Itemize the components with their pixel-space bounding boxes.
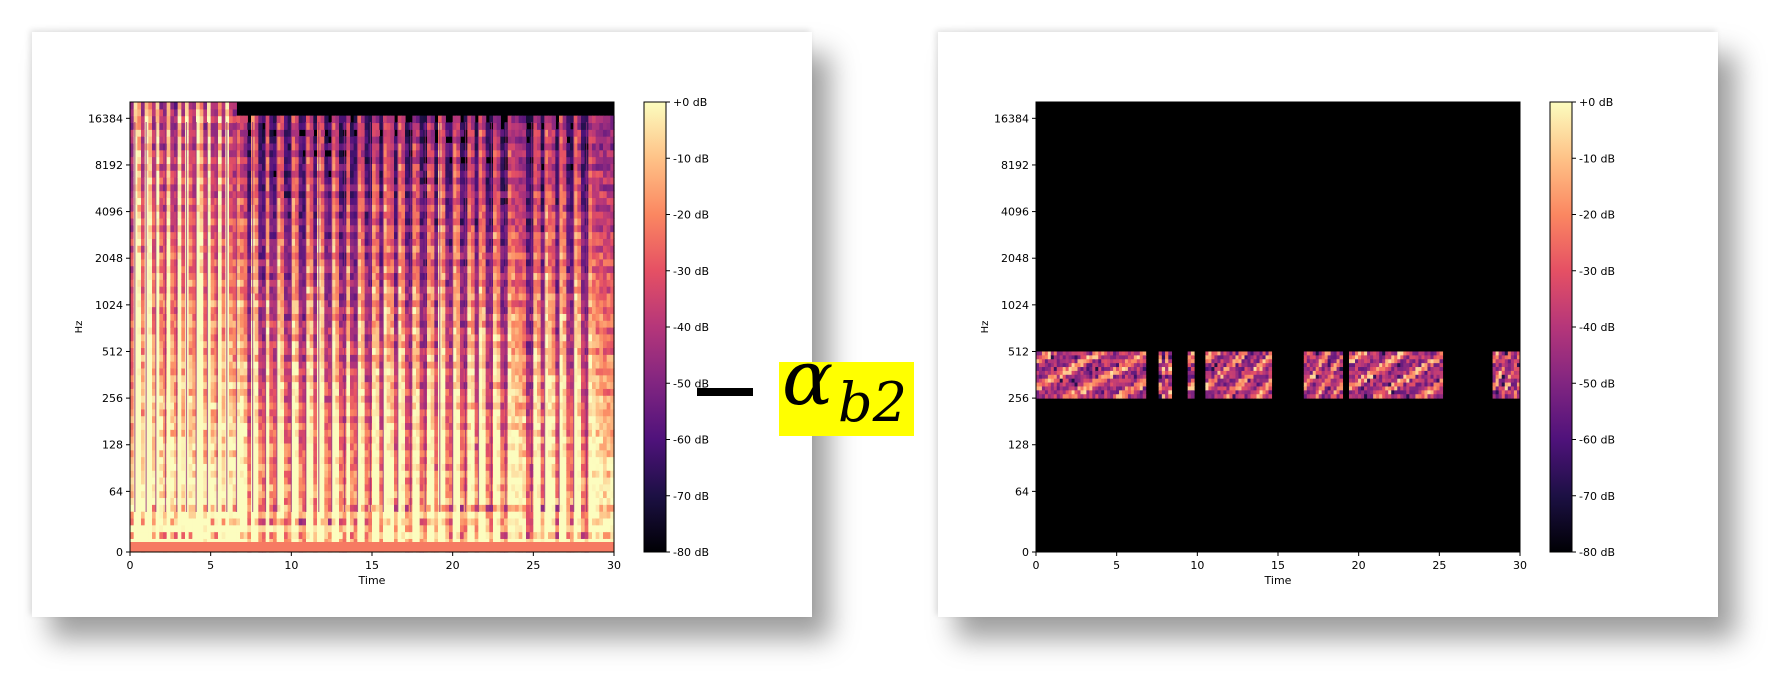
y-tick-label: 1024 [95, 299, 123, 312]
x-tick-label: 10 [1190, 559, 1204, 572]
x-tick-label: 30 [1513, 559, 1527, 572]
x-tick-label: 15 [365, 559, 379, 572]
colorbar-tick-label: -70 dB [673, 490, 709, 503]
alpha-highlight [779, 362, 914, 436]
colorbar-tick-label: -40 dB [673, 321, 709, 334]
colorbar-tick-label: -20 dB [673, 209, 709, 222]
y-tick-label: 4096 [95, 206, 123, 219]
spectrogram-panel-left: 0 64 128 256 512 1024 2048 4096 8192 16384 0 5 10 15 2… [32, 32, 812, 617]
colorbar-tick-label: +0 dB [1579, 96, 1613, 109]
colorbar-tick-label: -30 dB [673, 265, 709, 278]
x-tick-label: 25 [526, 559, 540, 572]
spectrogram-image [130, 102, 615, 553]
x-tick-label: 30 [607, 559, 621, 572]
colorbar-tick-label: -70 dB [1579, 490, 1615, 503]
y-tick-label: 4096 [1001, 206, 1029, 219]
colorbar-tick-label: -10 dB [1579, 152, 1615, 165]
alpha-subscript: b2 [838, 371, 907, 434]
x-tick-label: 0 [1033, 559, 1040, 572]
colorbar-tick-label: -50 dB [673, 377, 709, 390]
y-tick-label: 2048 [95, 252, 123, 265]
x-tick-label: 5 [1113, 559, 1120, 572]
x-tick-label: 20 [446, 559, 460, 572]
y-tick-label: 256 [1008, 392, 1029, 405]
y-tick-label: 1024 [1001, 299, 1029, 312]
plot-frame [129, 101, 615, 553]
x-tick-label: 5 [207, 559, 214, 572]
y-tick-label: 128 [1008, 439, 1029, 452]
spectrogram-chart-left: 0 64 128 256 512 1024 2048 4096 8192 16384 0 5 10 15 2… [74, 96, 709, 587]
x-tick-label: 25 [1432, 559, 1446, 572]
y-tick-label: 8192 [1001, 159, 1029, 172]
y-tick-label: 64 [109, 485, 123, 498]
y-tick-label: 512 [102, 345, 123, 358]
y-tick-label: 64 [1015, 485, 1029, 498]
y-axis-label: Hz [74, 321, 85, 334]
spectrogram-panel-right: 0 64 128 256 512 1024 2048 4096 8192 16384 0 5 10 15 2… [938, 32, 1718, 617]
x-tick-label: 0 [127, 559, 134, 572]
x-tick-label: 15 [1271, 559, 1285, 572]
colorbar [1549, 101, 1573, 553]
y-tick-label: 8192 [95, 159, 123, 172]
colorbar-tick-label: -80 dB [673, 546, 709, 559]
y-tick-label: 256 [102, 392, 123, 405]
minus-operator [697, 388, 753, 396]
colorbar-tick-label: -40 dB [1579, 321, 1615, 334]
x-axis-label: Time [1264, 574, 1292, 587]
y-tick-label: 512 [1008, 345, 1029, 358]
alpha-symbol: α [782, 333, 834, 422]
x-tick-label: 10 [284, 559, 298, 572]
colorbar-tick-label: -20 dB [1579, 209, 1615, 222]
x-tick-label: 20 [1352, 559, 1366, 572]
x-axis-label: Time [358, 574, 386, 587]
colorbar-tick-label: -60 dB [1579, 434, 1615, 447]
colorbar-tick-label: -50 dB [1579, 377, 1615, 390]
y-tick-label: 2048 [1001, 252, 1029, 265]
spectrogram-image [1036, 102, 1521, 552]
colorbar-tick-label: -80 dB [1579, 546, 1615, 559]
y-tick-label: 128 [102, 439, 123, 452]
colorbar-tick-label: -60 dB [673, 434, 709, 447]
y-tick-label: 0 [1022, 546, 1029, 559]
plot-frame [1035, 101, 1521, 553]
y-tick-label: 16384 [88, 112, 123, 125]
y-tick-label: 0 [116, 546, 123, 559]
colorbar-tick-label: -10 dB [673, 152, 709, 165]
spectrogram-chart-right: 0 64 128 256 512 1024 2048 4096 8192 16384 0 5 10 15 2… [980, 96, 1615, 587]
colorbar-tick-label: +0 dB [673, 96, 707, 109]
colorbar-tick-label: -30 dB [1579, 265, 1615, 278]
y-tick-label: 16384 [994, 112, 1029, 125]
colorbar [643, 101, 667, 553]
y-axis-label: Hz [980, 321, 991, 334]
